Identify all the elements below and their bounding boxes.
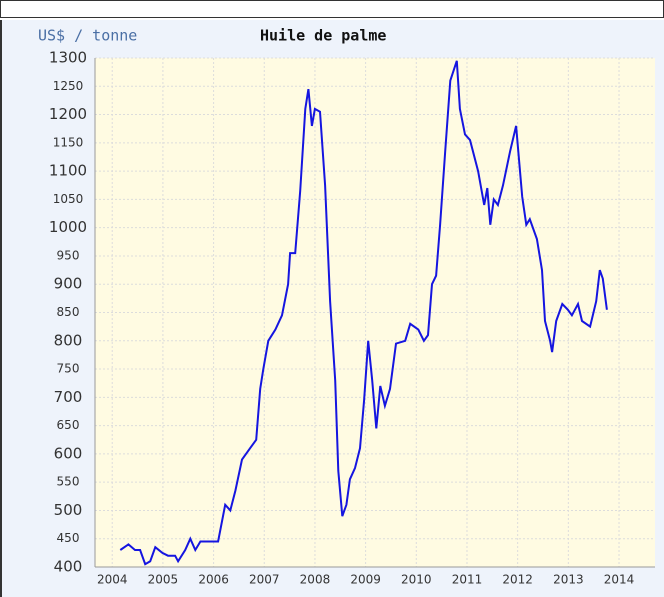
x-tick-label: 2011 bbox=[452, 573, 483, 587]
top-strip bbox=[0, 0, 664, 18]
y-tick-label: 1000 bbox=[49, 218, 87, 236]
y-tick-label: 900 bbox=[54, 275, 83, 293]
y-tick-label: 750 bbox=[57, 362, 80, 376]
x-tick-label: 2006 bbox=[198, 573, 229, 587]
y-tick-label: 1250 bbox=[53, 79, 84, 93]
x-tick-label: 2004 bbox=[97, 573, 128, 587]
y-tick-label: 550 bbox=[57, 475, 80, 489]
x-tick-label: 2005 bbox=[148, 573, 179, 587]
y-axis-label: US$ / tonne bbox=[38, 27, 137, 45]
x-tick-label: 2007 bbox=[249, 573, 280, 587]
y-tick-label: 400 bbox=[54, 558, 83, 576]
y-tick-label: 450 bbox=[57, 531, 80, 545]
y-tick-label: 1200 bbox=[49, 105, 87, 123]
y-tick-label: 800 bbox=[54, 331, 83, 349]
data-line bbox=[119, 60, 608, 566]
y-tick-label: 1150 bbox=[53, 135, 84, 149]
y-tick-label: 700 bbox=[54, 388, 83, 406]
x-tick-label: 2008 bbox=[300, 573, 331, 587]
chart-title: Huile de palme bbox=[260, 27, 386, 45]
y-tick-label: 1050 bbox=[53, 192, 84, 206]
x-tick-label: 2009 bbox=[350, 573, 381, 587]
y-tick-label: 1300 bbox=[49, 49, 87, 67]
x-tick-label: 2014 bbox=[604, 573, 635, 587]
y-tick-label: 1100 bbox=[49, 162, 87, 180]
x-tick-label: 2012 bbox=[502, 573, 533, 587]
y-tick-label: 950 bbox=[57, 248, 80, 262]
y-tick-label: 850 bbox=[57, 305, 80, 319]
y-tick-label: 500 bbox=[54, 501, 83, 519]
y-tick-label: 600 bbox=[54, 444, 83, 462]
x-tick-label: 2010 bbox=[401, 573, 432, 587]
x-tick-label: 2013 bbox=[553, 573, 584, 587]
y-tick-label: 650 bbox=[57, 418, 80, 432]
